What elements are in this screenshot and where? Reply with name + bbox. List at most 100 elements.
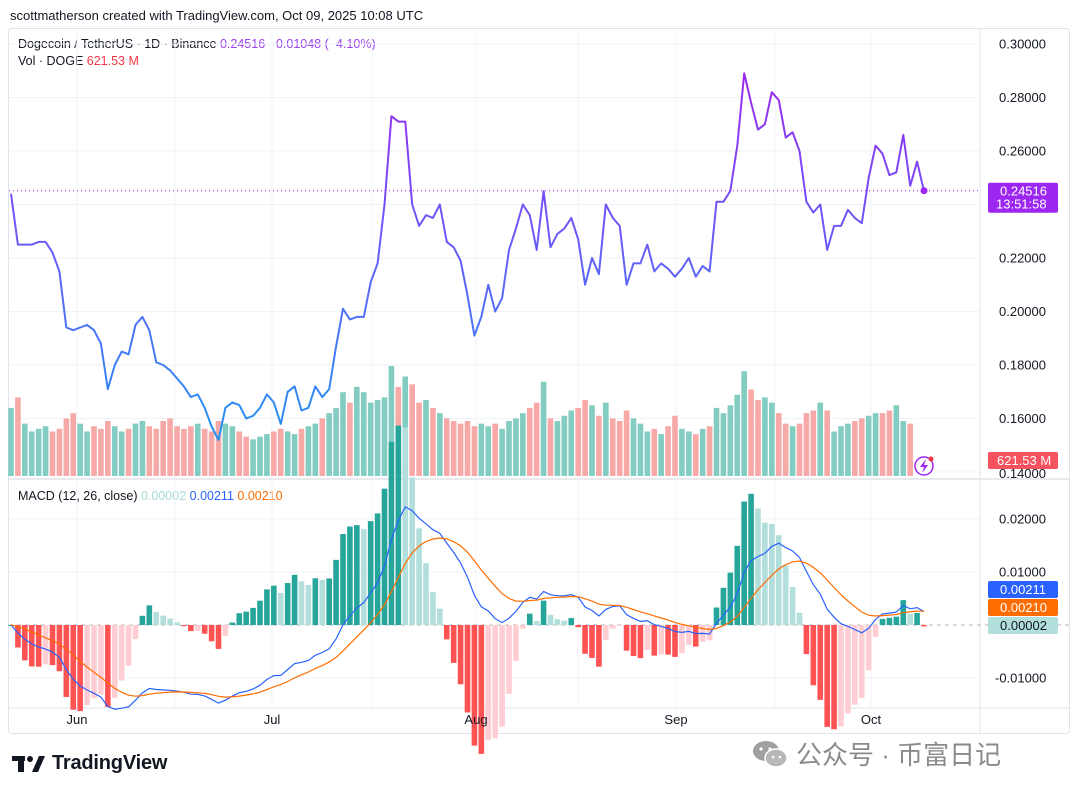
volume-bar [852, 421, 858, 476]
macd-hist-bar [720, 587, 727, 625]
macd-hist-bar [914, 612, 920, 625]
macd-line-value: 0.00211 [189, 489, 234, 503]
macd-hist-bar [554, 619, 561, 625]
volume-bar [665, 426, 671, 476]
macd-hist-bar [679, 625, 685, 654]
volume-bar [589, 405, 595, 476]
volume-bar [623, 410, 630, 476]
volume-bar [845, 423, 851, 476]
volume-bar [540, 381, 547, 476]
macd-hist-bar [22, 625, 28, 661]
volume-bar [367, 402, 374, 476]
macd-hist-bar [91, 625, 97, 699]
macd-hist-bar [506, 625, 512, 694]
macd-hist-bar [623, 625, 630, 651]
volume-bar [526, 407, 533, 476]
macd-hist-bar [277, 592, 284, 625]
macd-hist-bar [42, 625, 49, 665]
macd-hist-bar [568, 618, 575, 625]
volume-bar [872, 413, 879, 476]
volume-bar [865, 415, 872, 476]
volume-bar [153, 428, 160, 476]
macd-hist-bar [589, 625, 595, 658]
volume-bar [720, 413, 727, 476]
volume-bar [810, 410, 817, 476]
macd-hist-bar [340, 534, 346, 625]
time-label-jun: Jun [67, 712, 88, 727]
macd-hist-bar [831, 625, 837, 730]
macd-hist-bar [374, 513, 381, 625]
volume-bar [326, 413, 332, 476]
macd-hist-bar [782, 565, 789, 625]
volume-bar [775, 413, 782, 476]
volume-legend[interactable]: Vol · DOGE 621.53 M [18, 54, 139, 68]
macd-hist-bar [741, 501, 747, 625]
volume-bar [893, 405, 900, 476]
macd-tick-label: 0.02000 [999, 512, 1046, 527]
last-price-dot [920, 187, 928, 195]
macd-hist-bar [194, 625, 201, 631]
macd-hist-bar [810, 625, 817, 686]
macd-hist-bar [796, 612, 803, 625]
volume-bar [561, 415, 568, 476]
macd-hist-bar [146, 605, 153, 625]
volume-bar [485, 426, 492, 476]
macd-hist-bar [257, 600, 263, 625]
volume-bar [803, 413, 810, 476]
volume-bar [616, 421, 623, 476]
macd-hist-bar [755, 508, 761, 625]
macd-hist-bar [713, 607, 720, 625]
volume-bar [907, 423, 913, 476]
volume-bar [319, 418, 326, 476]
macd-hist-bar [139, 615, 146, 625]
volume-bar [250, 439, 256, 476]
macd-hist-bar [879, 618, 886, 625]
macd-hist-bar [630, 625, 637, 656]
volume-bar [84, 431, 90, 476]
volume-badge-value: 621.53 M [997, 453, 1051, 468]
macd-hist-bar [651, 625, 658, 656]
macd-hist-bar [789, 586, 796, 625]
volume-bar [188, 426, 194, 476]
volume-bar [603, 402, 609, 476]
volume-bar [575, 407, 581, 476]
macd-hist-bar [174, 622, 180, 625]
volume-bar [63, 418, 70, 476]
volume-bar [15, 397, 21, 476]
macd-hist-bar [893, 616, 900, 625]
volume-bar [734, 394, 741, 476]
macd-hist-bar [291, 574, 298, 625]
tradingview-logo[interactable]: TradingView [12, 752, 167, 775]
volume-bar [513, 418, 519, 476]
macd-hist-bar [437, 608, 443, 625]
volume-bar [492, 423, 498, 476]
time-label-jul: Jul [264, 712, 281, 727]
macd-hist-bar [118, 625, 125, 681]
macd-hist-bar [402, 427, 409, 625]
price-tick-label: 0.16000 [999, 411, 1046, 426]
volume-bar [471, 426, 478, 476]
volume-bar [208, 431, 215, 476]
macd-hist-bar [271, 585, 277, 625]
macd-hist-bar [907, 613, 913, 625]
macd-hist-bar [561, 620, 568, 625]
macd-hist-bar [125, 625, 132, 666]
macd-hist-bar [616, 625, 623, 626]
macd-hist-bar [845, 625, 851, 714]
macd-hist-bar [692, 625, 699, 647]
macd-hist-bar [457, 625, 464, 685]
macd-hist-bar [298, 581, 305, 625]
macd-hist-bar [547, 614, 554, 625]
macd-hist-bar [222, 625, 229, 636]
macd-line [10, 506, 925, 710]
volume-bar [692, 434, 699, 476]
macd-hist-bar [284, 583, 291, 625]
macd-hist-bar [775, 535, 782, 625]
macd-hist-bar [243, 611, 249, 625]
volume-bar [257, 436, 263, 476]
chart-frame [8, 28, 1070, 734]
macd-tick-label: -0.01000 [995, 671, 1046, 686]
macd-hist-bar [520, 625, 526, 629]
volume-bar [637, 423, 644, 476]
